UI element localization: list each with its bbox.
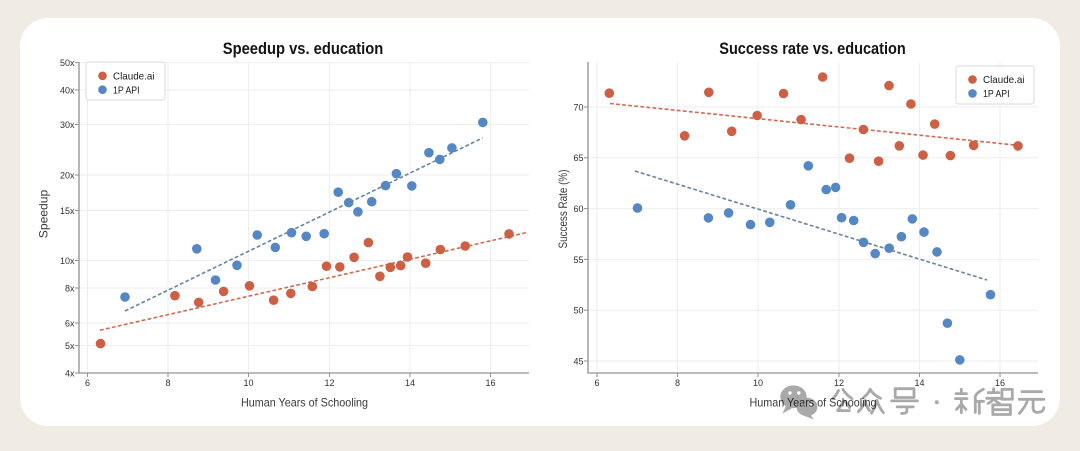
- svg-text:12: 12: [834, 378, 844, 388]
- svg-text:10: 10: [243, 378, 253, 388]
- svg-text:8: 8: [675, 378, 680, 388]
- svg-text:65: 65: [573, 153, 583, 163]
- svg-text:14: 14: [914, 378, 924, 388]
- svg-text:16: 16: [995, 378, 1005, 388]
- svg-text:10x: 10x: [60, 256, 75, 266]
- svg-text:6: 6: [594, 378, 599, 388]
- svg-text:1P API: 1P API: [983, 88, 1010, 100]
- svg-text:55: 55: [573, 255, 583, 265]
- svg-text:50: 50: [573, 306, 583, 316]
- svg-text:6: 6: [85, 378, 90, 388]
- svg-text:Human Years of Schooling: Human Years of Schooling: [241, 395, 368, 409]
- svg-text:8: 8: [165, 378, 170, 388]
- svg-text:10: 10: [753, 378, 763, 388]
- svg-text:60: 60: [573, 204, 583, 214]
- svg-text:4x: 4x: [65, 368, 75, 378]
- svg-text:12: 12: [324, 378, 334, 388]
- svg-text:Success Rate (%): Success Rate (%): [556, 169, 570, 248]
- svg-text:Claude.ai: Claude.ai: [983, 74, 1025, 86]
- svg-text:16: 16: [485, 378, 495, 388]
- svg-text:15x: 15x: [60, 206, 75, 216]
- svg-text:20x: 20x: [60, 170, 75, 180]
- svg-text:1P API: 1P API: [113, 84, 140, 96]
- svg-text:8x: 8x: [65, 283, 75, 293]
- svg-text:Speedup: Speedup: [37, 189, 51, 238]
- svg-text:Claude.ai: Claude.ai: [113, 70, 155, 82]
- svg-text:6x: 6x: [65, 318, 75, 328]
- svg-text:50x: 50x: [60, 58, 75, 68]
- svg-text:70: 70: [573, 102, 583, 112]
- svg-text:30x: 30x: [60, 120, 75, 130]
- svg-text:5x: 5x: [65, 341, 75, 351]
- svg-text:Success rate vs. education: Success rate vs. education: [719, 39, 906, 58]
- svg-text:40x: 40x: [60, 85, 75, 95]
- svg-text:14: 14: [405, 378, 415, 388]
- svg-text:45: 45: [573, 356, 583, 366]
- svg-text:Speedup vs. education: Speedup vs. education: [223, 39, 384, 58]
